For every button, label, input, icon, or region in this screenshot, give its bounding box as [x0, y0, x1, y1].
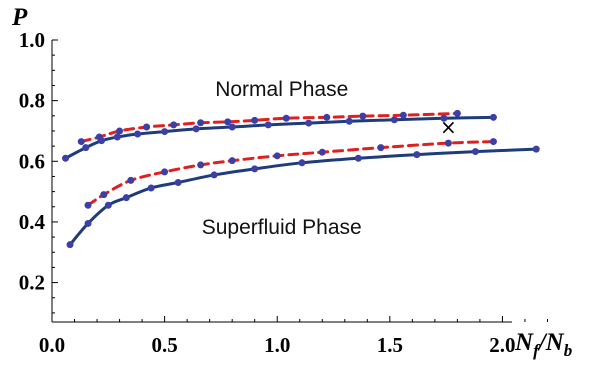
- data-point: [282, 114, 290, 122]
- data-point: [532, 145, 540, 153]
- data-point: [161, 168, 169, 176]
- data-point: [359, 112, 367, 120]
- data-point: [345, 117, 353, 125]
- y-tick-label: 0.2: [19, 271, 45, 295]
- data-point: [305, 119, 313, 127]
- region-label: Superfluid Phase: [202, 216, 362, 239]
- data-point: [134, 130, 142, 138]
- x-tick-label: 2.0: [489, 333, 515, 357]
- data-point: [192, 125, 200, 133]
- y-tick-label: 1.0: [19, 28, 45, 52]
- x-tick-label: 1.0: [264, 333, 290, 357]
- data-point: [62, 154, 70, 162]
- data-point: [84, 201, 92, 209]
- data-point: [113, 133, 121, 141]
- data-point: [399, 111, 407, 119]
- data-point: [228, 157, 236, 165]
- x-tick-label: 0.5: [151, 333, 177, 357]
- series-line: [64, 115, 495, 160]
- data-point: [197, 161, 205, 169]
- y-ticks: 0.2 0.4 0.6 0.8 1.0: [19, 28, 58, 314]
- data-point: [104, 201, 112, 209]
- data-point: [273, 152, 281, 160]
- axes: 0.0 0.5 1.0 1.5 2.0 0.2 0.4 0.6 0.8 1.0: [19, 28, 548, 357]
- data-point: [489, 138, 497, 146]
- data-point: [210, 171, 218, 179]
- data-point: [143, 123, 151, 131]
- data-point: [100, 191, 108, 199]
- x-axis-title: Nf/Nb: [514, 329, 572, 360]
- data-point: [354, 154, 362, 162]
- y-tick-label: 0.4: [19, 210, 46, 234]
- y-axis-title: P: [11, 4, 28, 31]
- data-point: [228, 123, 236, 131]
- data-point: [122, 194, 130, 202]
- data-point: [471, 148, 479, 156]
- data-point: [318, 148, 326, 156]
- cross-marker: ×: [440, 115, 457, 139]
- data-point: [444, 139, 452, 147]
- series-layer: [62, 109, 540, 249]
- data-point: [147, 184, 155, 192]
- x-tick-label: 0.0: [39, 333, 65, 357]
- x-ticks: 0.0 0.5 1.0 1.5 2.0: [39, 316, 548, 357]
- data-point: [440, 114, 448, 122]
- y-tick-label: 0.8: [19, 89, 45, 113]
- data-point: [82, 144, 90, 152]
- annotation-layer: Normal Phase Superfluid Phase ×: [202, 78, 457, 239]
- data-point: [84, 219, 92, 227]
- data-point: [197, 119, 205, 127]
- data-point: [413, 151, 421, 159]
- data-point: [390, 116, 398, 124]
- data-point: [264, 121, 272, 129]
- series-line: [86, 140, 495, 207]
- data-point: [298, 159, 306, 167]
- x-tick-label: 1.5: [377, 333, 403, 357]
- region-label: Normal Phase: [215, 78, 348, 101]
- data-point: [377, 144, 385, 152]
- data-point: [116, 127, 124, 135]
- data-point: [224, 118, 232, 126]
- series-solid-0: [62, 113, 497, 162]
- data-point: [323, 113, 331, 121]
- data-point: [251, 116, 259, 124]
- series-solid-1: [66, 145, 540, 249]
- data-point: [251, 165, 259, 173]
- data-point: [174, 179, 182, 187]
- data-point: [127, 176, 135, 184]
- data-point: [161, 128, 169, 136]
- data-point: [66, 241, 74, 249]
- data-point: [453, 109, 461, 117]
- data-point: [170, 121, 178, 129]
- series-dashed-3: [84, 138, 497, 209]
- y-tick-label: 0.6: [19, 149, 45, 173]
- data-point: [77, 138, 85, 146]
- data-point: [489, 113, 497, 121]
- data-point: [95, 133, 103, 141]
- series-dashed-2: [77, 109, 461, 146]
